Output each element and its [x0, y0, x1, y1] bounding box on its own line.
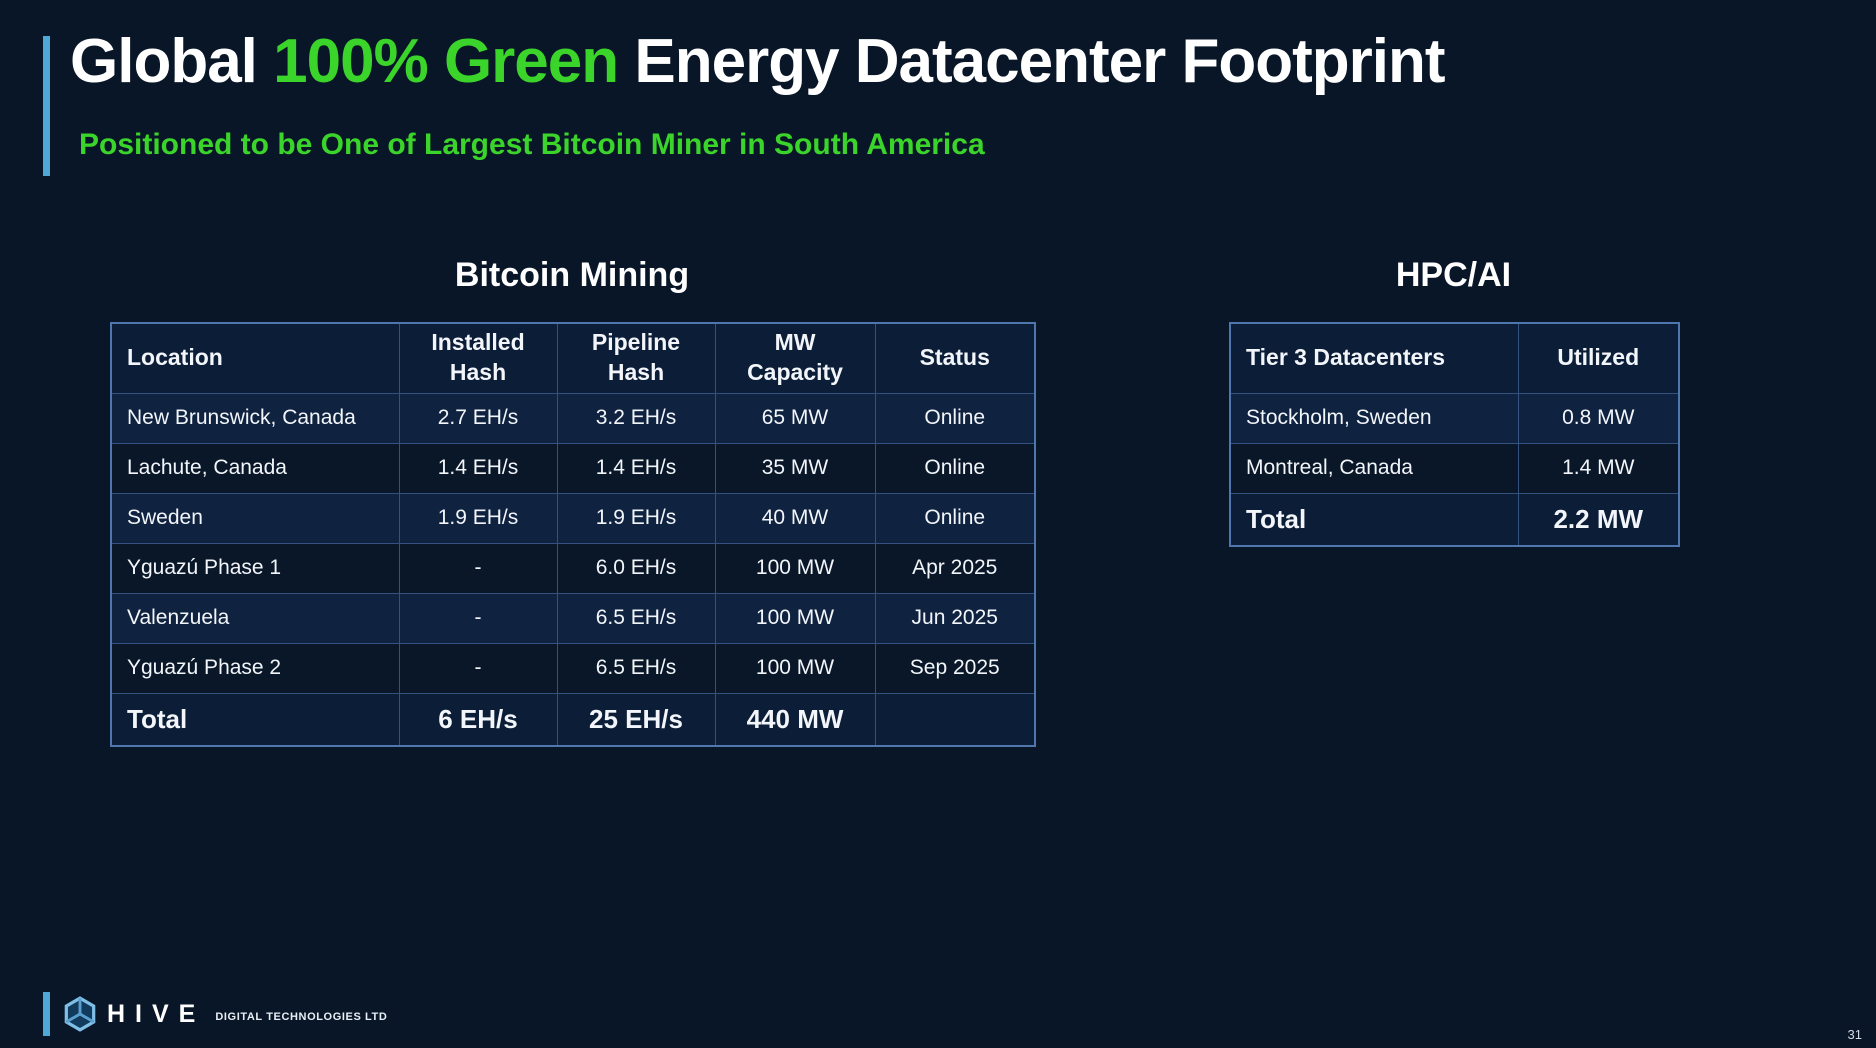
bitcoin-mining-table: Location Installed Hash Pipeline Hash MW…	[110, 322, 1036, 747]
page-title: Global 100% Green Energy Datacenter Foot…	[70, 26, 1446, 97]
total-row: Total 2.2 MW	[1229, 492, 1680, 547]
table-cell: 6.5 EH/s	[556, 642, 716, 694]
table-cell: Sweden	[110, 492, 400, 544]
table-cell: 1.9 EH/s	[398, 492, 558, 544]
total-row: Total 6 EH/s 25 EH/s 440 MW	[110, 692, 1036, 747]
table-row: Montreal, Canada 1.4 MW	[1229, 442, 1680, 494]
table-cell: 40 MW	[714, 492, 876, 544]
table-row: Yguazú Phase 1 - 6.0 EH/s 100 MW Apr 202…	[110, 542, 1036, 594]
hpc-ai-table: Tier 3 Datacenters Utilized Stockholm, S…	[1229, 322, 1680, 547]
title-suffix: Energy Datacenter Footprint	[618, 27, 1445, 96]
table-cell: 0.8 MW	[1517, 392, 1680, 444]
table-cell: -	[398, 642, 558, 694]
table-cell: Montreal, Canada	[1229, 442, 1519, 494]
table-row: Valenzuela - 6.5 EH/s 100 MW Jun 2025	[110, 592, 1036, 644]
table-cell: Sep 2025	[874, 642, 1036, 694]
column-header: Installed Hash	[398, 322, 558, 394]
table-cell: 6 EH/s	[398, 692, 558, 747]
subtitle: Positioned to be One of Largest Bitcoin …	[79, 128, 985, 161]
hpc-ai-section: HPC/AI Tier 3 Datacenters Utilized Stock…	[1229, 256, 1680, 547]
table-cell: Valenzuela	[110, 592, 400, 644]
table-cell: 1.4 MW	[1517, 442, 1680, 494]
table-cell: Online	[874, 492, 1036, 544]
logo-text: HIVE	[107, 999, 206, 1028]
table-cell: 1.4 EH/s	[398, 442, 558, 494]
table-row: Stockholm, Sweden 0.8 MW	[1229, 392, 1680, 444]
footer: HIVE DIGITAL TECHNOLOGIES LTD	[43, 990, 387, 1038]
table-cell: 6.5 EH/s	[556, 592, 716, 644]
table-row: Sweden 1.9 EH/s 1.9 EH/s 40 MW Online	[110, 492, 1036, 544]
bitcoin-mining-heading: Bitcoin Mining	[454, 256, 690, 294]
hive-hexagon-logo-icon	[62, 996, 98, 1032]
table-row: Yguazú Phase 2 - 6.5 EH/s 100 MW Sep 202…	[110, 642, 1036, 694]
table-cell: 35 MW	[714, 442, 876, 494]
column-header: Utilized	[1517, 322, 1680, 394]
footer-accent-bar	[43, 992, 50, 1036]
table-cell: -	[398, 542, 558, 594]
table-cell: 100 MW	[714, 542, 876, 594]
table-cell: 100 MW	[714, 642, 876, 694]
table-cell: Jun 2025	[874, 592, 1036, 644]
table-cell: -	[398, 592, 558, 644]
logo-subtext: DIGITAL TECHNOLOGIES LTD	[215, 1011, 388, 1023]
column-header: Pipeline Hash	[556, 322, 716, 394]
bitcoin-mining-section: Bitcoin Mining Location Installed Hash P…	[110, 256, 1036, 747]
table-cell	[874, 692, 1036, 747]
table-row: New Brunswick, Canada 2.7 EH/s 3.2 EH/s …	[110, 392, 1036, 444]
table-header-row: Tier 3 Datacenters Utilized	[1229, 322, 1680, 394]
page-number: 31	[1847, 1027, 1862, 1042]
title-accent-bar	[43, 36, 50, 176]
table-cell: 25 EH/s	[556, 692, 716, 747]
table-cell: 1.4 EH/s	[556, 442, 716, 494]
table-cell: Yguazú Phase 2	[110, 642, 400, 694]
table-cell: 100 MW	[714, 592, 876, 644]
table-cell: 2.2 MW	[1517, 492, 1680, 547]
table-cell: Lachute, Canada	[110, 442, 400, 494]
title-highlight: 100% Green	[273, 27, 619, 96]
table-row: Lachute, Canada 1.4 EH/s 1.4 EH/s 35 MW …	[110, 442, 1036, 494]
column-header: MW Capacity	[714, 322, 876, 394]
table-cell: 1.9 EH/s	[556, 492, 716, 544]
table-cell: Total	[1229, 492, 1519, 547]
column-header: Tier 3 Datacenters	[1229, 322, 1519, 394]
hpc-ai-heading: HPC/AI	[1395, 256, 1512, 294]
table-cell: Yguazú Phase 1	[110, 542, 400, 594]
table-cell: New Brunswick, Canada	[110, 392, 400, 444]
table-cell: Total	[110, 692, 400, 747]
table-cell: Stockholm, Sweden	[1229, 392, 1519, 444]
column-header: Location	[110, 322, 400, 394]
column-header: Status	[874, 322, 1036, 394]
table-cell: 440 MW	[714, 692, 876, 747]
table-cell: Online	[874, 392, 1036, 444]
table-cell: 65 MW	[714, 392, 876, 444]
table-cell: 2.7 EH/s	[398, 392, 558, 444]
table-cell: 3.2 EH/s	[556, 392, 716, 444]
table-cell: Online	[874, 442, 1036, 494]
title-prefix: Global	[70, 27, 274, 96]
table-cell: 6.0 EH/s	[556, 542, 716, 594]
table-header-row: Location Installed Hash Pipeline Hash MW…	[110, 322, 1036, 394]
table-cell: Apr 2025	[874, 542, 1036, 594]
